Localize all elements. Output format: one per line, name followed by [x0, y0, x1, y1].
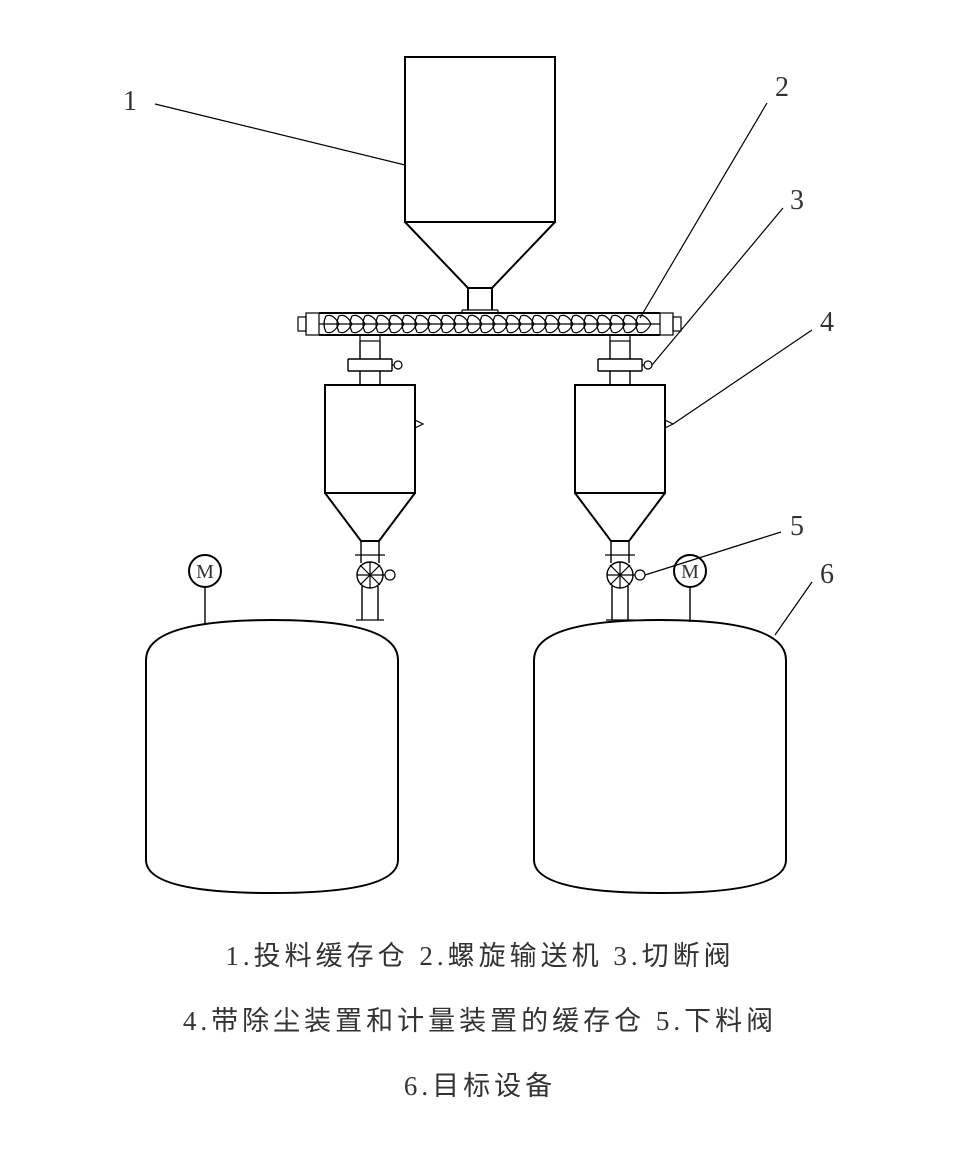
callout-num-3: 3 [790, 185, 804, 216]
callout-num-2: 2 [775, 72, 789, 103]
tank-right [534, 620, 786, 893]
callout-num-1: 1 [123, 86, 137, 117]
motor-left: M [189, 555, 221, 624]
callout-leaders [155, 103, 812, 635]
shutoff-valve-right [598, 359, 652, 371]
callout-num-5: 5 [790, 511, 804, 542]
tank-left [146, 620, 398, 893]
schematic-canvas: M M 1 2 3 4 5 6 1.投料缓存仓 2.螺旋输送机 3.切断阀 4.… [0, 0, 960, 1150]
discharge-valve-left [357, 562, 395, 620]
motor-label: M [196, 561, 214, 583]
motor-right: M [674, 555, 706, 622]
discharge-valve-right [607, 562, 645, 620]
drop-pipes [360, 341, 630, 359]
legend-line-3: 6.目标设备 [404, 1071, 556, 1101]
buffer-bin-left [325, 385, 423, 555]
callout-num-6: 6 [820, 559, 834, 590]
legend-line-2: 4.带除尘装置和计量装置的缓存仓 5.下料阀 [183, 1006, 777, 1036]
feed-hopper [405, 57, 555, 310]
buffer-bin-right [575, 385, 673, 555]
screw-conveyor [298, 310, 681, 341]
callout-num-4: 4 [820, 307, 834, 338]
legend-line-1: 1.投料缓存仓 2.螺旋输送机 3.切断阀 [225, 941, 734, 971]
motor-label: M [681, 561, 699, 583]
shutoff-valve-left [348, 359, 402, 371]
